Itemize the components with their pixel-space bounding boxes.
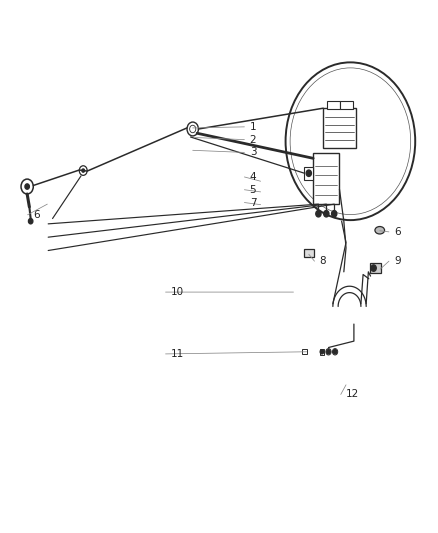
Circle shape [316,211,321,217]
Bar [370,263,381,273]
Bar [340,101,353,109]
Text: 3: 3 [250,148,256,157]
Text: 4: 4 [250,172,256,182]
Circle shape [306,170,311,176]
Circle shape [25,184,29,189]
Text: 5: 5 [250,185,256,195]
Text: 1: 1 [250,122,256,132]
Text: 9: 9 [394,256,401,266]
Circle shape [333,350,337,354]
Circle shape [28,219,33,224]
Circle shape [82,169,85,172]
Circle shape [327,350,330,353]
Circle shape [324,211,329,217]
Ellipse shape [375,227,385,234]
Bar [304,166,313,180]
Bar [304,249,314,257]
Text: 7: 7 [250,198,256,207]
Bar [302,349,307,354]
Circle shape [334,350,336,353]
Circle shape [320,350,324,354]
Bar [327,101,340,109]
Text: 8: 8 [320,256,326,266]
Text: 2: 2 [250,135,256,144]
Bar [313,154,339,204]
Bar [320,349,324,355]
Text: 6: 6 [33,210,39,220]
Text: 10: 10 [171,287,184,297]
Text: 6: 6 [394,227,401,237]
Circle shape [332,211,337,217]
Circle shape [371,265,376,271]
Text: 12: 12 [346,390,359,399]
Text: 11: 11 [171,349,184,359]
Circle shape [327,350,330,354]
Bar [323,108,356,148]
